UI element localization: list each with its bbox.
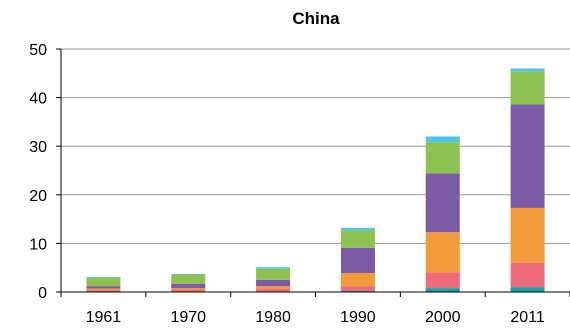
chart-title: China	[292, 9, 340, 28]
bar-2000-segment-2	[425, 272, 460, 289]
y-tick-label-50: 50	[29, 42, 47, 59]
bar-1980-segment-4	[256, 279, 291, 287]
bar-2000-segment-5	[425, 142, 460, 174]
bar-2011-segment-4	[510, 104, 545, 208]
x-tick-label-1961: 1961	[86, 309, 122, 326]
bar-2011-segment-1	[510, 287, 545, 292]
y-tick-labels: 0 10 20 30 40 50	[29, 42, 47, 302]
x-tick-label-2011: 2011	[510, 309, 545, 326]
bar-2011-segment-2	[510, 262, 545, 288]
bar-2000-segment-6	[425, 136, 460, 143]
bar-2000-segment-1	[425, 288, 460, 292]
y-tick-label-20: 20	[29, 188, 47, 205]
bar-1990-segment-2	[340, 286, 375, 292]
x-tick-label-1970: 1970	[170, 309, 206, 326]
bar-1990-segment-4	[340, 247, 375, 274]
y-tick-label-0: 0	[38, 285, 47, 302]
bar-1990-segment-6	[340, 227, 375, 231]
bar-2011-segment-3	[510, 207, 545, 263]
bar-2011-segment-5	[510, 71, 545, 105]
x-tick-label-1980: 1980	[255, 309, 291, 326]
bar-1970-segment-4	[171, 283, 206, 289]
bar-2000-segment-4	[425, 173, 460, 233]
bar-1990-segment-5	[340, 230, 375, 248]
x-tick-label-2000: 2000	[425, 309, 461, 326]
bar-1970-segment-2	[171, 289, 206, 292]
bar-1970-segment-5	[171, 274, 206, 284]
bar-1970-segment-3	[171, 288, 206, 290]
axes	[56, 48, 570, 297]
bars	[86, 68, 545, 292]
bar-1980-segment-3	[256, 286, 291, 289]
bar-1961-segment-2	[86, 290, 121, 292]
bar-1961-segment-5	[86, 277, 121, 287]
gridlines	[61, 48, 570, 244]
y-tick-label-30: 30	[29, 139, 47, 156]
bar-2011-segment-6	[510, 68, 545, 72]
bar-1980-segment-2	[256, 288, 291, 292]
y-tick-label-10: 10	[29, 236, 47, 253]
x-tick-labels: 1961 1970 1980 1990 2000 2011	[86, 309, 545, 326]
bar-1961-segment-3	[86, 288, 121, 291]
bar-1961-segment-4	[86, 286, 121, 289]
y-tick-label-40: 40	[29, 91, 47, 108]
bar-2000-segment-3	[425, 232, 460, 273]
x-tick-label-1990: 1990	[340, 309, 376, 326]
bar-1980-segment-5	[256, 268, 291, 280]
bar-1980-segment-6	[256, 267, 291, 269]
bar-1990-segment-3	[340, 273, 375, 287]
